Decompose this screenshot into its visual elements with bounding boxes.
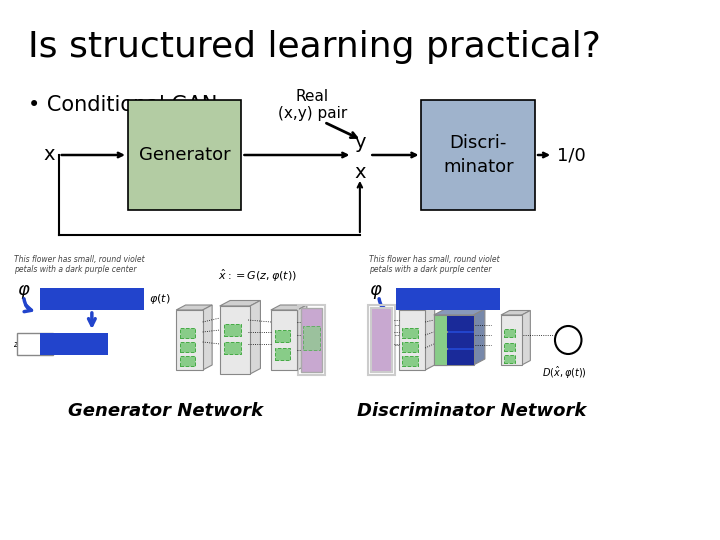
Text: This flower has small, round violet
petals with a dark purple center: This flower has small, round violet peta… xyxy=(369,255,500,274)
Text: This flower has small, round violet
petals with a dark purple center: This flower has small, round violet peta… xyxy=(14,255,145,274)
Bar xyxy=(17,333,53,355)
Polygon shape xyxy=(433,309,485,315)
Bar xyxy=(274,348,289,360)
Polygon shape xyxy=(176,305,212,310)
Text: Discri-
minator: Discri- minator xyxy=(443,134,513,176)
Polygon shape xyxy=(474,309,485,365)
Polygon shape xyxy=(399,305,435,310)
Text: $z \sim \mathcal{N}(0,1)$: $z \sim \mathcal{N}(0,1)$ xyxy=(13,338,55,350)
Bar xyxy=(396,288,500,310)
Polygon shape xyxy=(271,305,307,310)
Bar xyxy=(369,305,395,375)
Bar xyxy=(298,305,325,375)
Bar xyxy=(225,324,241,336)
Bar xyxy=(504,355,516,363)
Bar xyxy=(180,328,195,338)
Text: x: x xyxy=(43,145,55,165)
Bar xyxy=(301,308,322,372)
Circle shape xyxy=(555,326,582,354)
Bar xyxy=(402,328,418,338)
Bar xyxy=(447,333,474,348)
Bar xyxy=(399,310,426,370)
Text: Is structured learning practical?: Is structured learning practical? xyxy=(28,30,601,64)
Bar xyxy=(447,316,474,331)
Bar xyxy=(504,329,516,337)
Text: $\hat{x} := G(z, \varphi(t))$: $\hat{x} := G(z, \varphi(t))$ xyxy=(218,268,297,285)
Bar xyxy=(421,100,535,210)
Bar xyxy=(40,333,108,355)
Polygon shape xyxy=(297,305,307,370)
Text: y: y xyxy=(354,132,366,152)
Bar xyxy=(433,315,474,365)
Bar xyxy=(501,315,522,365)
Text: $\varphi$: $\varphi$ xyxy=(17,283,31,301)
Polygon shape xyxy=(426,305,435,370)
Polygon shape xyxy=(250,300,261,374)
Polygon shape xyxy=(220,300,261,306)
Polygon shape xyxy=(501,310,531,315)
Bar xyxy=(447,350,474,365)
Bar xyxy=(402,356,418,366)
Bar xyxy=(274,330,289,342)
Bar xyxy=(176,310,202,370)
Text: Generator Network: Generator Network xyxy=(68,402,264,420)
Text: $\varphi$: $\varphi$ xyxy=(369,283,383,301)
Polygon shape xyxy=(522,310,531,365)
Bar xyxy=(271,310,297,370)
Text: $D(\hat{x}, \varphi(t))$: $D(\hat{x}, \varphi(t))$ xyxy=(541,365,587,381)
Bar xyxy=(504,343,516,351)
Bar xyxy=(180,342,195,352)
Bar xyxy=(40,288,144,310)
Text: Real
(x,y) pair: Real (x,y) pair xyxy=(278,89,347,121)
Bar xyxy=(372,308,392,372)
Bar xyxy=(220,306,250,374)
Bar xyxy=(303,326,320,350)
Bar xyxy=(225,342,241,354)
Bar xyxy=(128,100,241,210)
Text: Generator: Generator xyxy=(139,146,230,164)
Bar xyxy=(180,356,195,366)
Bar xyxy=(402,342,418,352)
Polygon shape xyxy=(202,305,212,370)
Text: 1/0: 1/0 xyxy=(557,146,585,164)
Text: x: x xyxy=(354,163,366,181)
Text: • Conditional GAN: • Conditional GAN xyxy=(28,95,217,115)
Bar xyxy=(433,315,447,365)
Text: $\varphi(t)$: $\varphi(t)$ xyxy=(149,292,170,306)
Text: Discriminator Network: Discriminator Network xyxy=(357,402,586,420)
